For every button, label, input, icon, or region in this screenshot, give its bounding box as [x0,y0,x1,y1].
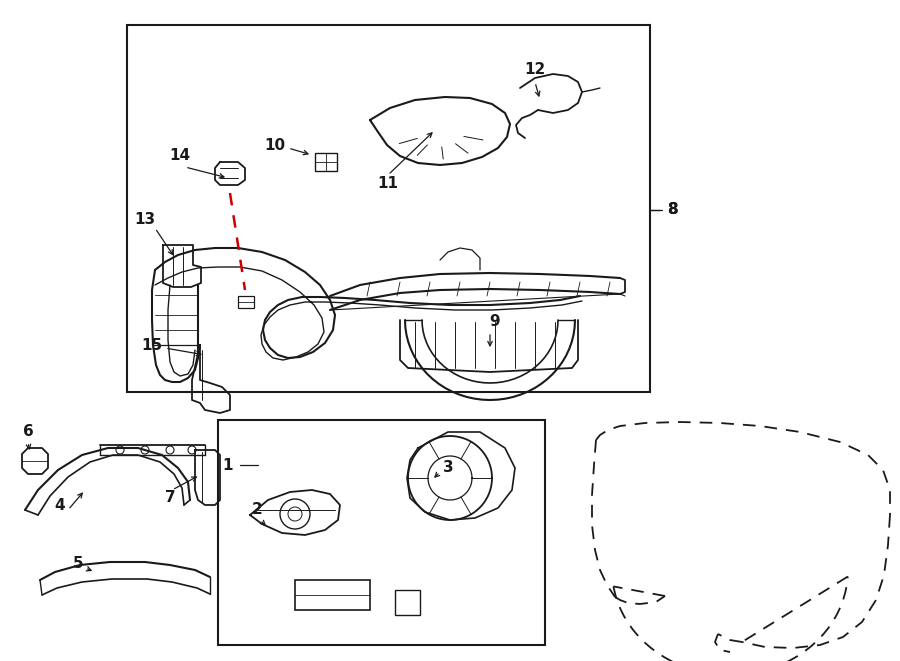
Text: 14: 14 [169,147,191,163]
Text: 8: 8 [667,202,678,217]
Text: 12: 12 [525,63,545,77]
Text: 4: 4 [55,498,66,512]
Bar [315,153,337,171]
Text: 5: 5 [73,555,84,570]
Text: 1: 1 [223,457,233,473]
Text: 9: 9 [490,315,500,329]
Text: 11: 11 [377,176,399,190]
Text: 3: 3 [443,459,454,475]
Bar [295,580,370,610]
Text: 2: 2 [252,502,263,518]
Bar [127,25,650,392]
Bar [238,296,254,308]
Text: 15: 15 [141,338,163,352]
Bar [218,420,545,645]
Text: 7: 7 [165,490,176,506]
Bar [395,590,420,615]
Text: 8: 8 [667,202,678,217]
Text: 6: 6 [22,424,33,440]
Text: 10: 10 [265,137,285,153]
Text: 13: 13 [134,212,156,227]
